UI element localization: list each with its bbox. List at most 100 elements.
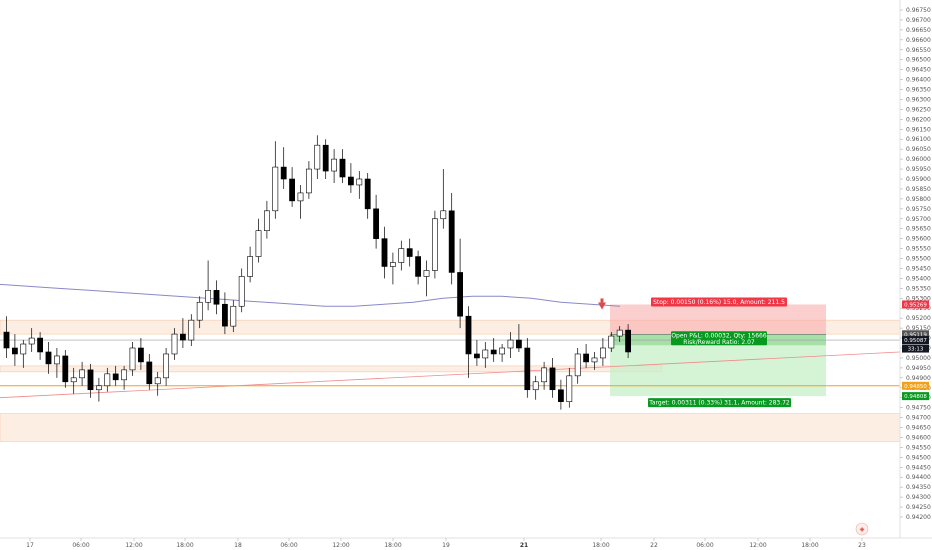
entry-price-tag: 0.95119 (902, 330, 929, 339)
candle (616, 326, 623, 343)
current-price-tag-bg (902, 336, 929, 345)
time-tick-label: 18:00 (176, 542, 193, 549)
candle-body-bull (171, 333, 178, 355)
price-tick-label: 0.94300 (906, 494, 931, 501)
price-axis[interactable]: 0.96750 0.96700 0.96650 0.96600 0.96550 0.965… (899, 0, 932, 538)
candle-body-bear (37, 337, 43, 353)
price-tick-label: 0.94500 (906, 454, 931, 461)
price-tick-label: 0.94550 (906, 444, 931, 451)
candle (129, 342, 136, 376)
candle-body-bull (79, 369, 85, 379)
price-tick-label: 0.95450 (906, 265, 931, 272)
candle-body-bear (473, 353, 480, 359)
price-tick-label: 0.96700 (906, 17, 931, 24)
candle-body-bear (457, 272, 463, 317)
candle-body-bull (263, 210, 270, 231)
target-label: Target: 0.00311 (0.33%) 31.1, Amount: 28… (648, 398, 791, 408)
candle (121, 365, 127, 390)
candle (583, 344, 589, 368)
candle (53, 348, 60, 378)
candle-body-bear (347, 176, 354, 186)
entry-price-tag-bg (902, 330, 929, 339)
candle-body-bull (356, 178, 363, 186)
position-layer (610, 304, 826, 397)
price-tick-label: 0.95800 (906, 196, 931, 203)
candle-body-bear (222, 303, 228, 327)
candle (423, 260, 430, 297)
candle-body-bear (524, 347, 531, 391)
candle (440, 169, 447, 229)
candle-body-bear (339, 158, 346, 178)
price-tick-label: 0.95500 (906, 256, 931, 263)
price-tick-label: 0.94750 (906, 405, 931, 412)
candle-body-bull (591, 357, 598, 363)
candle (591, 351, 598, 370)
candle-body-bull (431, 218, 438, 271)
price-tick-label: 0.96400 (906, 77, 931, 84)
price-tick-label: 0.94950 (906, 365, 931, 372)
candle-body-bull (238, 276, 245, 307)
pnl-label: Open P&L: 0.00032, Qty: 15666Risk/Reward… (671, 331, 767, 346)
stop-price-tag: 0.95269 (902, 300, 929, 309)
candle (263, 200, 270, 239)
candle (599, 338, 606, 366)
candle-body-bull (188, 319, 195, 341)
candle-body-bear (3, 331, 10, 349)
candle-body-bear (490, 349, 497, 355)
time-tick-label: 17 (26, 542, 34, 549)
price-tick-label: 0.95950 (906, 166, 931, 173)
candle-body-bear (322, 144, 329, 172)
price-axis-bg (900, 0, 932, 538)
candle (297, 184, 304, 219)
candle (625, 324, 631, 358)
short-signal-stem (600, 298, 604, 303)
candle (608, 332, 615, 352)
candle-body-bull (440, 210, 447, 220)
candle (238, 268, 245, 313)
candle-body-bull (574, 353, 581, 377)
candle-body-bull (196, 301, 203, 321)
candle (541, 361, 547, 390)
candle (490, 338, 497, 362)
price-tick-label: 0.96300 (906, 96, 931, 103)
candle-body-bull (70, 377, 77, 383)
candle-body-bear (406, 248, 413, 257)
target-price-tag: 0.94808 (902, 392, 929, 401)
candle-body-bear (515, 339, 522, 349)
candle-body-bear (557, 389, 564, 402)
candle (180, 318, 186, 348)
orange-price-tag: 0.94850 (902, 381, 929, 390)
candle-body-bull (566, 375, 573, 402)
target-label-bg (648, 398, 791, 408)
time-tick-label: 23 (858, 542, 866, 549)
candle-body-bull (423, 270, 430, 277)
candle (87, 363, 94, 398)
candle-body-bull (20, 343, 27, 355)
stop-label: Stop: 0.00150 (0.16%) 15.0, Amount: 211.… (651, 297, 787, 307)
candle-body-bear (180, 333, 186, 341)
candle (566, 367, 573, 408)
candle-body-bear (549, 367, 556, 391)
candle (549, 357, 556, 398)
countdown-tag: 33:13 (902, 344, 929, 353)
candle-body-bull (297, 192, 304, 202)
price-tick-label: 0.95400 (906, 275, 931, 282)
candle (104, 367, 111, 392)
candle-body-bull (532, 381, 539, 391)
price-tick-label: 0.96550 (906, 47, 931, 54)
candle (96, 377, 102, 402)
svg-text:◆: ◆ (860, 526, 865, 533)
stop-price-tag-bg (902, 300, 929, 309)
pnl-label-text-1: Risk/Reward Ratio: 2.07 (683, 339, 755, 346)
target-price-tag-bg (902, 392, 929, 401)
candle-body-bull (499, 347, 505, 355)
candle (45, 342, 52, 374)
candle (70, 367, 77, 394)
candle-body-bull (163, 353, 169, 379)
time-axis[interactable]: 17 06:00 12:00 18:00 18 06:00 12:00 18:00 19 21 18… (0, 537, 932, 549)
candle (20, 340, 27, 368)
candle-body-bull (104, 373, 111, 387)
candle (222, 292, 228, 335)
current-price-tag: 0.95087 (902, 336, 929, 345)
